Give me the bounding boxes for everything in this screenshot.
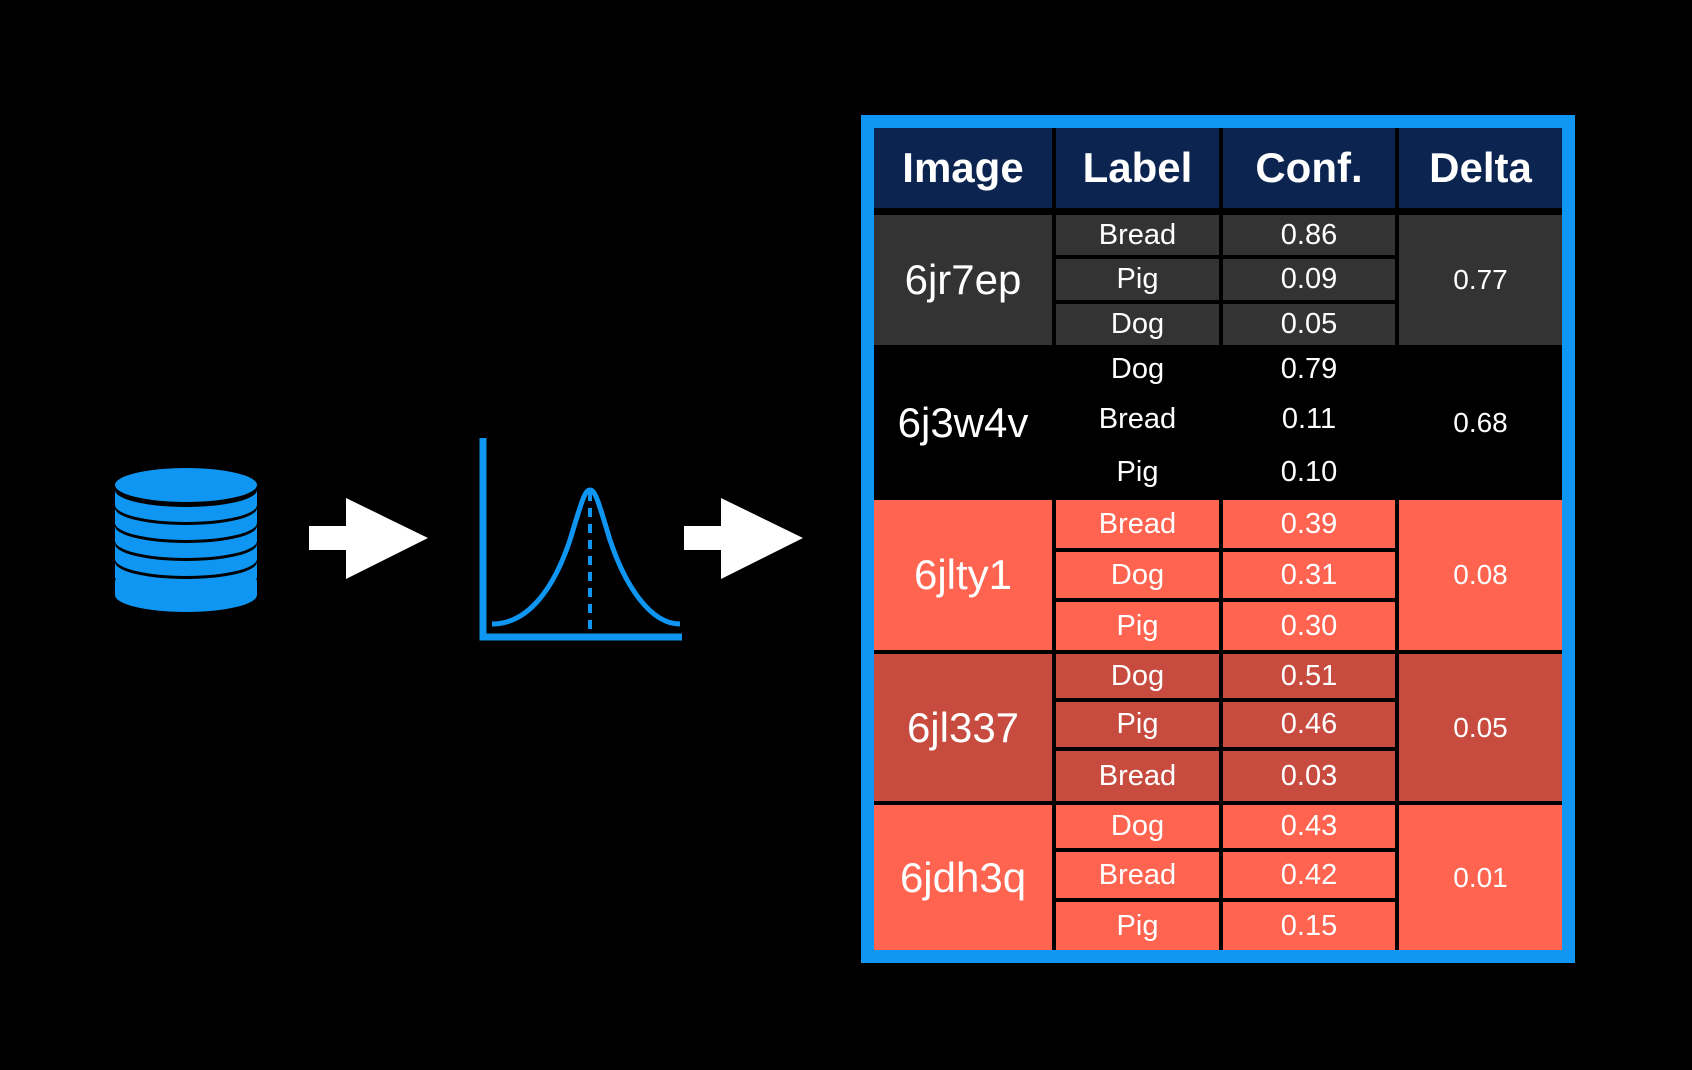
image-id-cell: 6jdh3q <box>874 805 1052 950</box>
conf-cell: 0.09 <box>1223 259 1395 300</box>
label-cell: Pig <box>1056 602 1219 650</box>
delta-cell: 0.05 <box>1399 654 1562 801</box>
label-cell: Dog <box>1056 805 1219 848</box>
conf-cell: 0.30 <box>1223 602 1395 650</box>
conf-cell: 0.79 <box>1223 345 1395 394</box>
label-cell: Pig <box>1056 702 1219 747</box>
conf-cell: 0.11 <box>1223 394 1395 444</box>
conf-cell: 0.31 <box>1223 552 1395 598</box>
header-delta: Delta <box>1399 128 1562 208</box>
header-label: Label <box>1056 128 1219 208</box>
label-cell: Pig <box>1056 259 1219 300</box>
delta-cell: 0.08 <box>1399 500 1562 650</box>
conf-cell: 0.51 <box>1223 654 1395 698</box>
label-cell: Dog <box>1056 304 1219 345</box>
label-cell: Dog <box>1056 345 1219 394</box>
image-id-cell: 6jl337 <box>874 654 1052 801</box>
conf-cell: 0.10 <box>1223 444 1395 500</box>
label-cell: Pig <box>1056 902 1219 950</box>
conf-cell: 0.42 <box>1223 852 1395 898</box>
label-cell: Dog <box>1056 552 1219 598</box>
bell-curve-icon <box>479 438 682 641</box>
conf-cell: 0.86 <box>1223 215 1395 255</box>
image-id-cell: 6j3w4v <box>874 345 1052 500</box>
conf-cell: 0.05 <box>1223 304 1395 345</box>
database-icon <box>115 468 257 612</box>
label-cell: Bread <box>1056 394 1219 444</box>
header-conf: Conf. <box>1223 128 1395 208</box>
confidence-table-body: Image Label Conf. Delta 6jr7ep Bread 0.8… <box>874 128 1562 950</box>
right-arrow-icon <box>684 498 803 579</box>
label-cell: Dog <box>1056 654 1219 698</box>
image-id-cell: 6jlty1 <box>874 500 1052 650</box>
right-arrow-icon <box>309 498 428 579</box>
conf-cell: 0.15 <box>1223 902 1395 950</box>
conf-cell: 0.43 <box>1223 805 1395 848</box>
conf-cell: 0.46 <box>1223 702 1395 747</box>
image-id-cell: 6jr7ep <box>874 215 1052 345</box>
delta-cell: 0.77 <box>1399 215 1562 345</box>
label-cell: Bread <box>1056 751 1219 801</box>
label-cell: Bread <box>1056 215 1219 255</box>
delta-cell: 0.01 <box>1399 805 1562 950</box>
conf-cell: 0.39 <box>1223 500 1395 548</box>
delta-cell: 0.68 <box>1399 345 1562 500</box>
label-cell: Bread <box>1056 500 1219 548</box>
confidence-table: Image Label Conf. Delta 6jr7ep Bread 0.8… <box>861 115 1575 963</box>
label-cell: Bread <box>1056 852 1219 898</box>
conf-cell: 0.03 <box>1223 751 1395 801</box>
header-image: Image <box>874 128 1052 208</box>
label-cell: Pig <box>1056 444 1219 500</box>
